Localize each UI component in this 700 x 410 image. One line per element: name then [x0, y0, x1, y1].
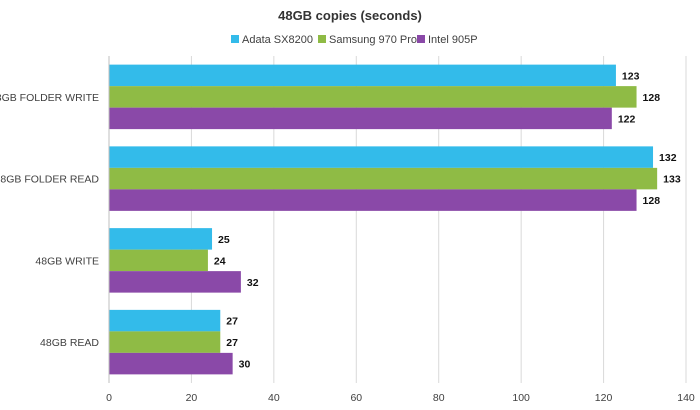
- bar-48gb-write-intel-905p: [109, 271, 241, 293]
- legend-swatch-intel-905p: [417, 35, 425, 43]
- bars: [109, 64, 658, 375]
- bar-48gb-read-intel-905p: [109, 352, 233, 375]
- data-label-48gb-read-adata-sx8200: 27: [226, 316, 238, 328]
- data-label-48gb-read-samsung-970-pro: 27: [226, 337, 238, 349]
- category-label-48gb-write: 48GB WRITE: [35, 255, 99, 267]
- x-tick-label-140: 140: [677, 392, 695, 404]
- bar-48gb-write-samsung-970-pro: [109, 249, 208, 272]
- x-tick-label-80: 80: [433, 392, 445, 404]
- chart-title: 48GB copies (seconds): [278, 8, 422, 23]
- x-tick-label-0: 0: [106, 392, 112, 404]
- bar-48gb-write-adata-sx8200: [109, 228, 213, 250]
- category-labels: 48GB FOLDER WRITE 48GB FOLDER READ 48GB WR…: [0, 92, 99, 349]
- data-label-48gb-folder-read-adata-sx8200: 132: [659, 152, 677, 164]
- data-label-48gb-folder-write-intel-905p: 122: [618, 113, 636, 125]
- data-label-48gb-write-adata-sx8200: 25: [218, 234, 230, 246]
- data-label-48gb-folder-write-adata-sx8200: 123: [622, 70, 640, 82]
- data-label-48gb-write-intel-905p: 32: [247, 277, 259, 289]
- category-label-48gb-read: 48GB READ: [40, 337, 99, 349]
- x-tick-label-60: 60: [350, 392, 362, 404]
- x-axis-tick-labels: 0 20 40 60 80 100 120 140: [106, 392, 695, 404]
- bar-48gb-folder-read-samsung-970-pro: [109, 167, 658, 190]
- data-label-48gb-write-samsung-970-pro: 24: [214, 255, 226, 267]
- legend-label-samsung-970-pro: Samsung 970 Pro: [329, 34, 417, 46]
- x-tick-label-120: 120: [595, 392, 613, 404]
- bar-48gb-folder-write-samsung-970-pro: [109, 86, 637, 108]
- data-label-48gb-folder-read-samsung-970-pro: 133: [663, 174, 681, 186]
- legend-label-intel-905p: Intel 905P: [428, 34, 478, 46]
- data-label-48gb-read-intel-905p: 30: [239, 359, 251, 371]
- x-tick-label-40: 40: [268, 392, 280, 404]
- legend-label-adata-sx8200: Adata SX8200: [242, 34, 313, 46]
- legend-swatch-adata-sx8200: [231, 35, 239, 43]
- data-label-48gb-folder-write-samsung-970-pro: 128: [643, 92, 661, 104]
- bar-48gb-read-samsung-970-pro: [109, 331, 221, 353]
- bar-48gb-folder-read-intel-905p: [109, 189, 637, 211]
- legend: Adata SX8200 Samsung 970 Pro Intel 905P: [231, 34, 478, 46]
- bar-48gb-read-adata-sx8200: [109, 309, 221, 332]
- category-label-48gb-folder-read: 48GB FOLDER READ: [0, 174, 99, 186]
- x-tick-label-20: 20: [186, 392, 198, 404]
- data-label-48gb-folder-read-intel-905p: 128: [643, 195, 661, 207]
- x-tick-label-100: 100: [512, 392, 530, 404]
- bar-48gb-folder-read-adata-sx8200: [109, 146, 654, 168]
- category-label-48gb-folder-write: 48GB FOLDER WRITE: [0, 92, 99, 104]
- legend-swatch-samsung-970-pro: [318, 35, 326, 43]
- bar-48gb-folder-write-intel-905p: [109, 107, 612, 130]
- bar-48gb-folder-write-adata-sx8200: [109, 64, 616, 87]
